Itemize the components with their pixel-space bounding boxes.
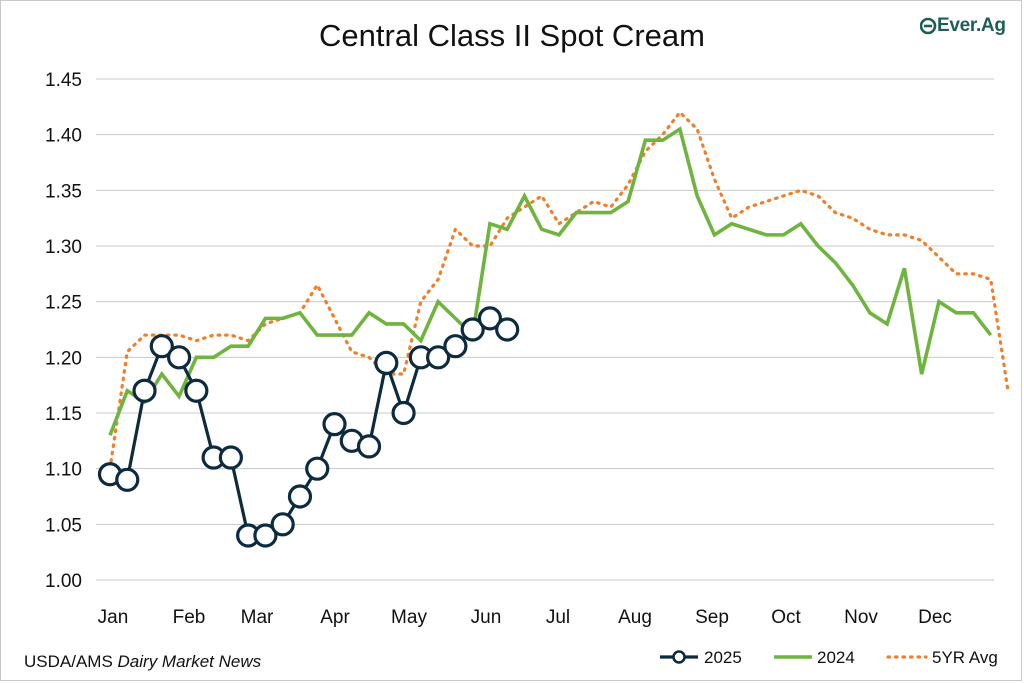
x-tick-label: Oct — [771, 607, 801, 628]
chart-title: Central Class II Spot Cream — [319, 18, 705, 53]
x-axis-ticks: Jan Feb Mar Apr May Jun Jul Aug Sep Oct Nov Dec — [98, 607, 952, 628]
series-2025-point — [270, 512, 295, 537]
series-2025-point — [443, 334, 468, 359]
x-tick-label: Mar — [241, 607, 274, 628]
legend: 2025 2024 5YR Avg — [660, 648, 998, 667]
y-tick-label: 1.15 — [45, 404, 82, 425]
x-tick-label: Nov — [844, 607, 878, 628]
x-tick-label: Jan — [98, 607, 129, 628]
series-2025-point — [495, 317, 520, 342]
series-2025-point — [184, 378, 209, 403]
logo-mark-icon — [920, 17, 937, 35]
y-axis-ticks: 1.00 1.05 1.10 1.15 1.20 1.25 1.30 1.35 1.40 1.45 — [45, 70, 82, 592]
y-tick-label: 1.25 — [45, 293, 82, 314]
y-tick-label: 1.40 — [45, 126, 82, 147]
series-2025-point — [149, 334, 174, 359]
source-note: USDA/AMS Dairy Market News — [24, 652, 261, 672]
series-2025-point — [356, 434, 382, 459]
series-2025-point — [166, 345, 192, 370]
grid-lines — [96, 78, 994, 581]
y-tick-label: 1.20 — [45, 348, 82, 369]
series-2025-point — [132, 378, 157, 403]
x-tick-label: Apr — [320, 607, 350, 628]
y-tick-label: 1.30 — [45, 237, 82, 258]
series-5yr-avg-line — [108, 110, 1010, 471]
x-tick-label: May — [391, 607, 427, 628]
x-tick-label: Sep — [695, 607, 729, 628]
series-2025-point — [322, 412, 347, 437]
series-2025-point — [426, 345, 451, 370]
x-tick-label: Feb — [173, 607, 206, 628]
y-tick-label: 1.05 — [45, 515, 82, 536]
ever-ag-logo — [920, 17, 937, 35]
series-lines — [97, 110, 1010, 548]
legend-label-2025: 2025 — [704, 648, 742, 667]
legend-marker-2025 — [672, 650, 686, 664]
series-2025-point — [374, 350, 399, 375]
series-2025-point — [305, 456, 330, 481]
series-2025-point — [115, 467, 140, 492]
x-tick-label: Dec — [918, 607, 952, 628]
series-2025-point — [460, 317, 485, 342]
series-2025-point — [477, 306, 503, 331]
series-2025-point — [253, 523, 278, 548]
series-2025-point — [287, 484, 313, 509]
x-tick-label: Aug — [618, 607, 652, 628]
source-prefix: USDA/AMS — [24, 652, 113, 671]
legend-label-5yr-avg: 5YR Avg — [932, 648, 998, 667]
series-2024-line — [108, 126, 993, 436]
legend-label-2024: 2024 — [817, 648, 855, 667]
logo-text: Ever.Ag — [937, 15, 1006, 36]
y-tick-label: 1.00 — [45, 571, 82, 592]
source-italic: Dairy Market News — [117, 652, 262, 671]
y-tick-label: 1.35 — [45, 181, 82, 202]
series-2025-point — [218, 445, 243, 470]
y-tick-label: 1.10 — [45, 460, 82, 481]
y-tick-label: 1.45 — [45, 70, 82, 91]
x-tick-label: Jun — [471, 607, 502, 628]
x-tick-label: Jul — [546, 607, 570, 628]
series-2025-point — [391, 400, 416, 426]
